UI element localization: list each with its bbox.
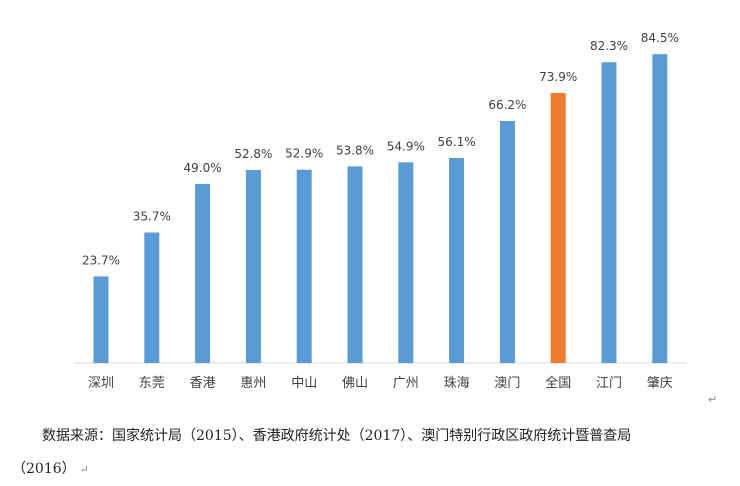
data-label-11: 84.5% xyxy=(641,31,679,45)
paragraph-mark-icon: ↵ xyxy=(708,393,718,406)
data-label-8: 66.2% xyxy=(488,98,526,112)
data-label-2: 49.0% xyxy=(184,161,222,175)
category-label-6: 广州 xyxy=(393,376,419,391)
category-label-2: 香港 xyxy=(190,376,216,391)
bar-8 xyxy=(499,121,515,363)
data-label-7: 56.1% xyxy=(438,135,476,149)
bar-6 xyxy=(398,162,414,363)
bar-4 xyxy=(296,169,312,363)
bar-5 xyxy=(347,166,363,363)
category-label-5: 佛山 xyxy=(342,376,368,391)
source-note: 数据来源：国家统计局（2015）、香港政府统计处（2017）、澳门特别行政区政府… xyxy=(0,420,730,486)
bar-3 xyxy=(245,170,261,363)
category-label-0: 深圳 xyxy=(88,376,114,391)
bar-11 xyxy=(652,54,668,363)
data-label-3: 52.8% xyxy=(234,147,272,161)
bar-chart: 23.7% 深圳 35.7% 东莞 49.0% 香港 52.8% 惠州 52.9% 中山 53.8%… xyxy=(75,31,687,391)
bar-0 xyxy=(93,276,109,363)
category-label-10: 江门 xyxy=(596,376,622,391)
data-label-1: 35.7% xyxy=(133,210,171,224)
data-label-4: 52.9% xyxy=(285,147,323,161)
data-label-9: 73.9% xyxy=(539,70,577,84)
category-label-4: 中山 xyxy=(291,376,317,391)
category-label-8: 澳门 xyxy=(494,375,520,391)
category-label-7: 珠海 xyxy=(444,376,470,391)
category-label-3: 惠州 xyxy=(240,376,266,391)
data-label-5: 53.8% xyxy=(336,143,374,157)
bar-1 xyxy=(144,232,160,363)
source-line-2-text: （2016） xyxy=(12,461,76,477)
paragraph-mark-icon: ↵ xyxy=(79,463,89,476)
category-label-9: 全国 xyxy=(545,375,571,391)
bar-9 xyxy=(550,92,566,364)
data-label-6: 54.9% xyxy=(387,139,425,153)
category-label-11: 肇庆 xyxy=(647,376,673,391)
category-label-1: 东莞 xyxy=(139,376,165,391)
bar-10 xyxy=(601,62,617,363)
bar-2 xyxy=(195,183,211,363)
data-label-0: 23.7% xyxy=(82,253,120,267)
source-line-2: （2016） ↵ xyxy=(0,453,730,486)
source-line-1: 数据来源：国家统计局（2015）、香港政府统计处（2017）、澳门特别行政区政府… xyxy=(42,428,632,444)
bar-7 xyxy=(449,158,465,363)
data-label-10: 82.3% xyxy=(590,39,628,53)
